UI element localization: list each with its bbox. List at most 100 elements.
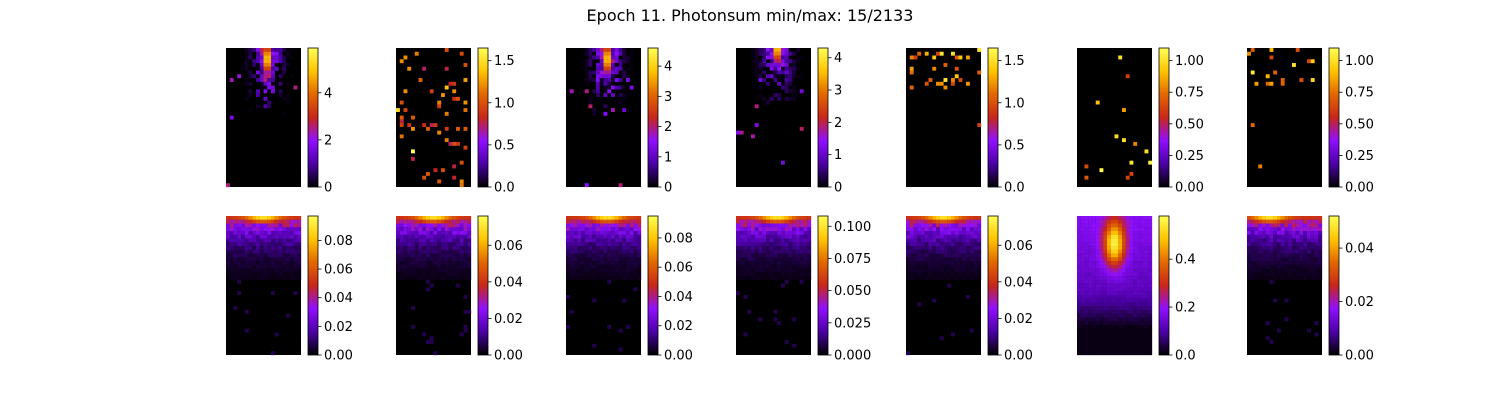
heatmap-cell [1310, 223, 1315, 228]
heatmap-cell [297, 276, 302, 281]
heatmap-cell [773, 219, 778, 224]
heatmap-cell [1122, 138, 1126, 143]
colorbar-gradient [1328, 47, 1340, 188]
heatmap-cell [588, 59, 593, 64]
heatmap-cell [1103, 268, 1108, 273]
heatmap-cell [581, 242, 585, 247]
heatmap-cell [1280, 219, 1285, 224]
colorbar-r1c7: 0.000.250.500.751.00 [1328, 47, 1374, 196]
heatmap-cell [784, 216, 789, 220]
heatmap-cell [1077, 317, 1081, 322]
heatmap-cell [396, 268, 400, 273]
heatmap-cell [399, 59, 404, 64]
heatmap-cell [407, 268, 412, 273]
heatmap-cell [977, 223, 982, 228]
heatmap-cell [1250, 253, 1255, 258]
heatmap-cell [271, 81, 275, 86]
heatmap-cell [229, 223, 234, 228]
heatmap-cell [743, 238, 748, 243]
heatmap-cell [259, 66, 264, 71]
heatmap-cell [1129, 276, 1134, 281]
heatmap-cell [444, 138, 449, 143]
heatmap-cell [1137, 223, 1141, 228]
heatmap-cell [626, 231, 630, 235]
heatmap-cell [429, 216, 434, 220]
heatmap-cell [263, 227, 268, 232]
heatmap-cell [1265, 219, 1270, 224]
heatmap-cell [947, 253, 952, 258]
heatmap-cell [1084, 347, 1089, 352]
heatmap-cell [396, 264, 400, 269]
heatmap-cell [973, 231, 978, 235]
heatmap-cell [807, 216, 812, 220]
heatmap-cell [1099, 298, 1104, 303]
heatmap-cell [1137, 249, 1141, 254]
heatmap-cell [743, 249, 748, 254]
heatmap-cell [1092, 234, 1096, 239]
heatmap-cells [226, 216, 302, 356]
heatmap-cell [588, 104, 593, 109]
heatmap-cell [411, 306, 415, 311]
heatmap-cell [1137, 238, 1141, 243]
heatmap-cell [939, 264, 944, 269]
heatmap-cell [1080, 332, 1085, 337]
heatmap-cell [622, 238, 627, 243]
heatmap-cell [743, 261, 748, 265]
heatmap-cell [758, 268, 763, 273]
heatmap-cell [611, 93, 615, 97]
heatmap-cell [751, 216, 755, 220]
heatmap-cell [233, 223, 238, 228]
heatmap-cell [271, 66, 275, 71]
heatmap-cell [736, 268, 740, 273]
heatmap-cell [614, 59, 619, 64]
heatmap-cell [1077, 321, 1081, 326]
colorbar-tick-label: 0.00 [1004, 349, 1033, 364]
heatmap-cell [1125, 253, 1130, 258]
heatmap-cell [637, 253, 642, 258]
heatmap-cell [599, 81, 604, 86]
heatmap-cell [1299, 231, 1304, 235]
heatmap-cell [769, 242, 774, 247]
heatmap-cell [248, 74, 253, 79]
heatmap-cell [437, 219, 442, 224]
heatmap-cell [463, 234, 468, 239]
heatmap-cell [1254, 253, 1259, 258]
heatmap-cell [909, 70, 914, 75]
heatmap-cell [1140, 276, 1145, 281]
heatmap-cell [607, 261, 612, 265]
heatmap-cell [573, 249, 578, 254]
heatmap-cell [611, 253, 615, 258]
heatmap-cell [1077, 351, 1081, 356]
heatmap-cell [807, 268, 812, 273]
heatmap-cell [577, 223, 582, 228]
heatmap-cell [467, 231, 472, 235]
heatmap-cell [1148, 253, 1153, 258]
heatmap-cell [769, 234, 774, 239]
heatmap-cell [1129, 160, 1134, 165]
heatmap-cell [411, 324, 415, 329]
heatmap-cell [248, 268, 253, 273]
heatmap-cell [437, 223, 442, 228]
heatmap-cell [566, 294, 570, 299]
heatmap-cell [1107, 216, 1111, 220]
heatmap-cell [1088, 336, 1093, 341]
heatmap-cell [1133, 287, 1138, 292]
heatmap-cell [1114, 351, 1119, 356]
heatmap-cell [784, 63, 789, 67]
heatmap-cell [592, 108, 597, 113]
heatmap-cell [1303, 253, 1308, 258]
heatmap-cell [286, 257, 290, 262]
heatmap-cell [758, 276, 763, 281]
heatmap-cell [603, 81, 608, 86]
heatmap-cell [584, 276, 589, 281]
heatmap-cell [569, 268, 574, 273]
heatmap-cell [426, 249, 430, 254]
heatmap-cell [459, 223, 464, 228]
heatmap-cell [1269, 234, 1274, 239]
heatmap-cell [932, 246, 937, 250]
heatmap-cell [788, 78, 793, 82]
heatmap-cell [754, 276, 759, 281]
heatmap-cell [1122, 291, 1126, 296]
heatmap-cell [263, 89, 268, 94]
heatmap-cell [754, 238, 759, 243]
